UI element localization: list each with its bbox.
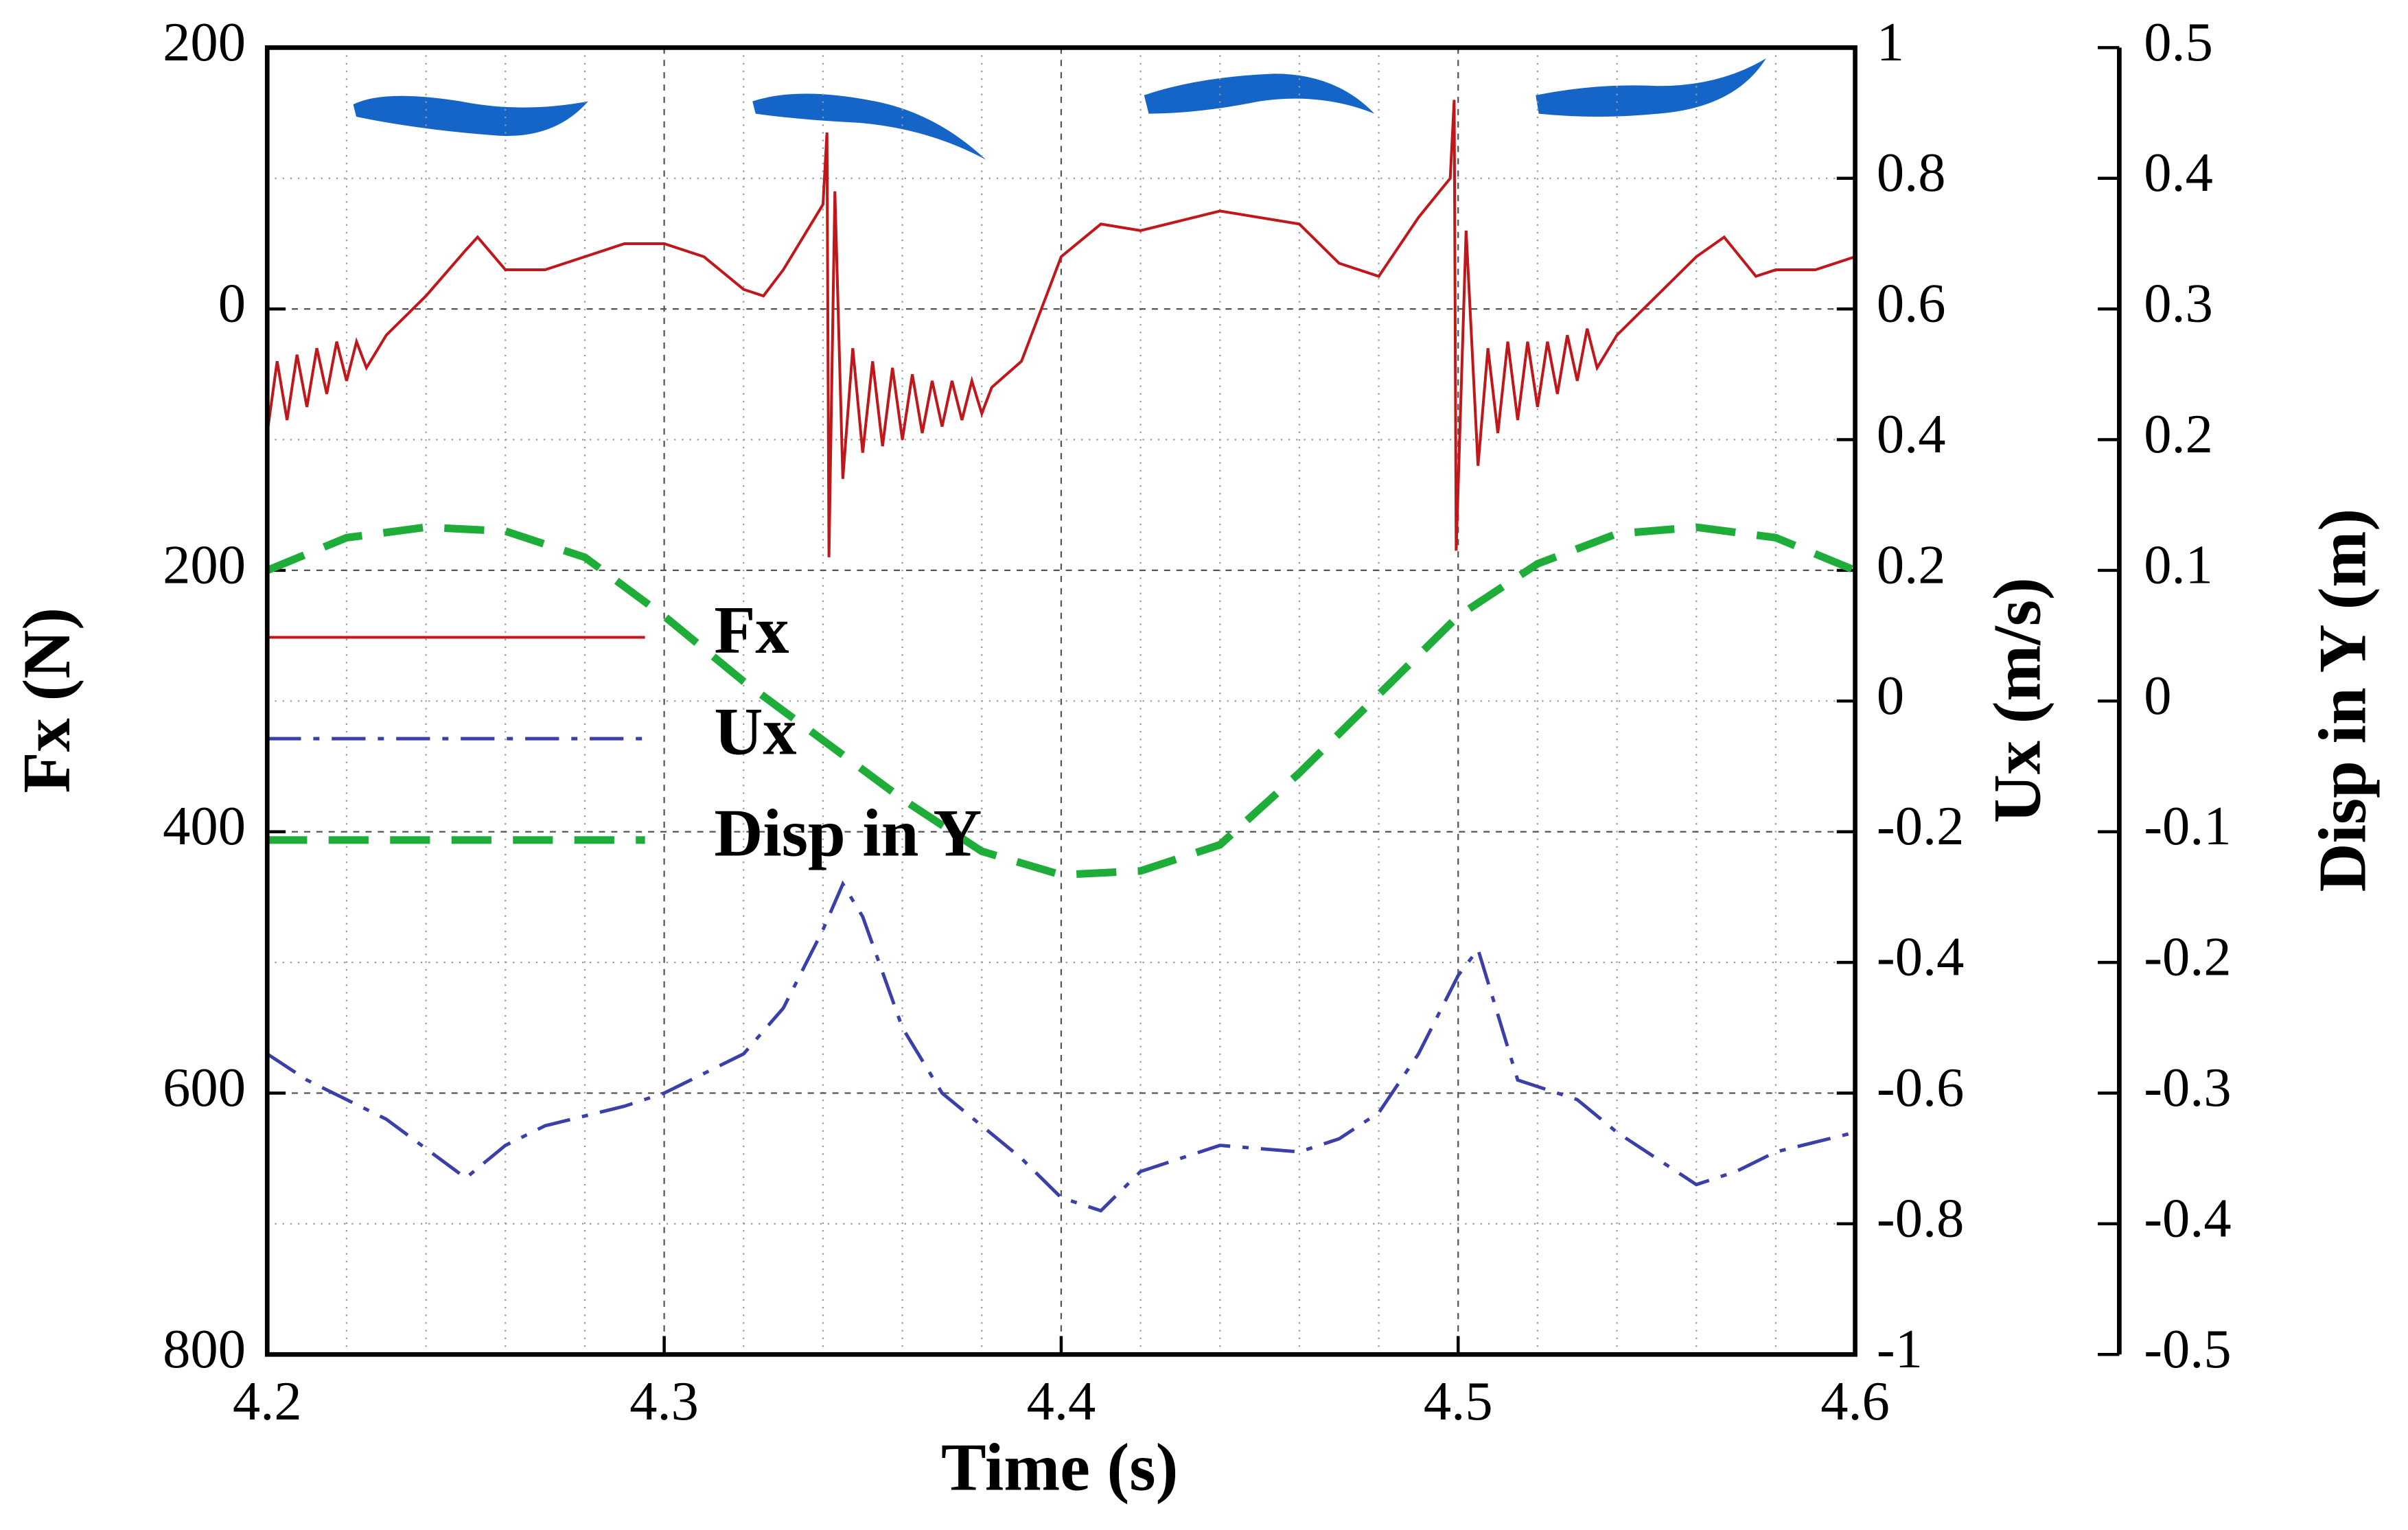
y2-tick-label: 0.8 bbox=[1877, 142, 1946, 203]
series-line bbox=[266, 523, 1857, 879]
y-tick-label: 200 bbox=[163, 12, 246, 73]
y-tick-label: 800 bbox=[163, 1319, 246, 1380]
y3-tick-label: 0.5 bbox=[2144, 12, 2213, 73]
plot-frame bbox=[264, 45, 1857, 1357]
y2-tick-label: -0.4 bbox=[1877, 927, 1964, 988]
x-tick-label: 4.6 bbox=[1820, 1371, 1890, 1432]
y3-tick-label: 0.3 bbox=[2144, 273, 2213, 334]
y2-tick-label: 0 bbox=[1877, 665, 1904, 726]
y2-tick-label: -0.6 bbox=[1877, 1057, 1964, 1118]
y3-tick-label: -0.4 bbox=[2144, 1187, 2231, 1249]
y-tick-label: 0 bbox=[218, 273, 246, 334]
y2-tick-label: 0.2 bbox=[1877, 534, 1946, 595]
y3-tick-label: 0.2 bbox=[2144, 404, 2213, 465]
y3-tick-label: 0 bbox=[2144, 665, 2171, 726]
y2-tick-label: 1 bbox=[1877, 12, 1904, 73]
series-line bbox=[266, 100, 1856, 557]
y3-tick-label: -0.3 bbox=[2144, 1057, 2231, 1118]
y3-tick-label: 0.4 bbox=[2144, 142, 2213, 203]
y2-tick-label: 0.6 bbox=[1877, 273, 1946, 334]
y3-axis-label: Disp in Y (m) bbox=[2306, 509, 2381, 892]
foil bbox=[353, 95, 588, 137]
y-tick-label: 600 bbox=[163, 1057, 246, 1118]
y2-tick-label: -1 bbox=[1877, 1319, 1923, 1380]
y2-axis-label: Ux (m/s) bbox=[1980, 577, 2054, 823]
x-tick-label: 4.2 bbox=[233, 1371, 302, 1432]
y2-tick-label: 0.4 bbox=[1877, 404, 1946, 465]
y-tick-label: 200 bbox=[163, 534, 246, 595]
foil bbox=[1144, 73, 1375, 114]
y-axis-label: Fx (N) bbox=[10, 607, 84, 793]
y-tick-label: 400 bbox=[163, 796, 246, 857]
legend-label: Disp in Y bbox=[714, 796, 982, 870]
foil bbox=[1536, 58, 1766, 117]
legend-label: Fx bbox=[714, 593, 789, 668]
x-tick-label: 4.3 bbox=[629, 1371, 699, 1432]
legend-label: Ux bbox=[714, 695, 796, 769]
x-axis-label: Time (s) bbox=[941, 1430, 1178, 1505]
y3-tick-label: -0.5 bbox=[2144, 1319, 2231, 1380]
x-tick-label: 4.4 bbox=[1027, 1371, 1096, 1432]
y2-tick-label: -0.8 bbox=[1877, 1187, 1964, 1249]
x-tick-label: 4.5 bbox=[1424, 1371, 1493, 1432]
series-line bbox=[266, 880, 1856, 1213]
foil bbox=[752, 93, 986, 160]
y2-tick-label: -0.2 bbox=[1877, 796, 1964, 857]
y3-tick-label: 0.1 bbox=[2144, 534, 2213, 595]
foil-icons bbox=[353, 58, 1766, 160]
y3-tick-label: -0.2 bbox=[2144, 927, 2231, 988]
y3-tick-label: -0.1 bbox=[2144, 796, 2231, 857]
